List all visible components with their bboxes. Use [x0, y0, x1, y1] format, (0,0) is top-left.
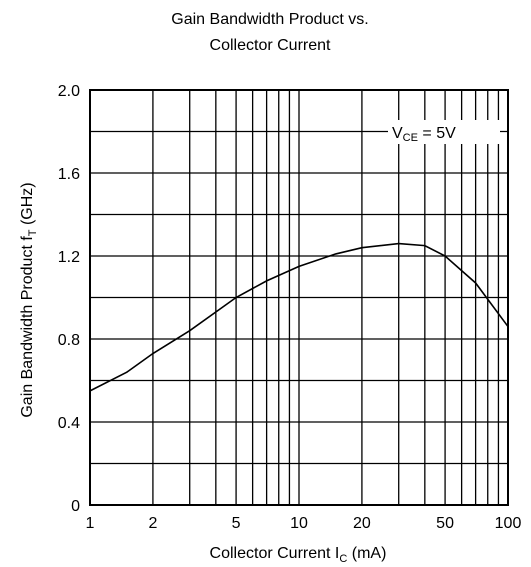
annotation-background	[388, 120, 500, 144]
x-tick-label: 100	[495, 515, 522, 532]
x-tick-label: 20	[353, 515, 371, 532]
x-tick-label: 10	[290, 515, 308, 532]
annotation: VCE = 5V	[392, 125, 456, 144]
y-tick-label: 1.6	[58, 166, 80, 183]
chart-title: Collector Current	[210, 37, 331, 54]
x-tick-label: 50	[436, 515, 454, 532]
y-tick-label: 1.2	[58, 249, 80, 266]
y-axis-label: Gain Bandwidth Product fT (GHz)	[19, 182, 39, 417]
x-tick-label: 2	[148, 515, 157, 532]
x-axis-label: Collector Current IC (mA)	[210, 545, 387, 565]
x-tick-label: 5	[232, 515, 241, 532]
chart-title: Gain Bandwidth Product vs.	[171, 11, 368, 28]
line	[89, 242, 509, 392]
y-tick-label: 0.4	[58, 415, 80, 432]
plot-frame	[89, 89, 509, 506]
grid	[89, 89, 509, 506]
y-tick-label: 0	[71, 498, 80, 515]
y-tick-label: 2.0	[58, 83, 80, 100]
y-tick-label: 0.8	[58, 332, 80, 349]
x-tick-label: 1	[86, 515, 95, 532]
